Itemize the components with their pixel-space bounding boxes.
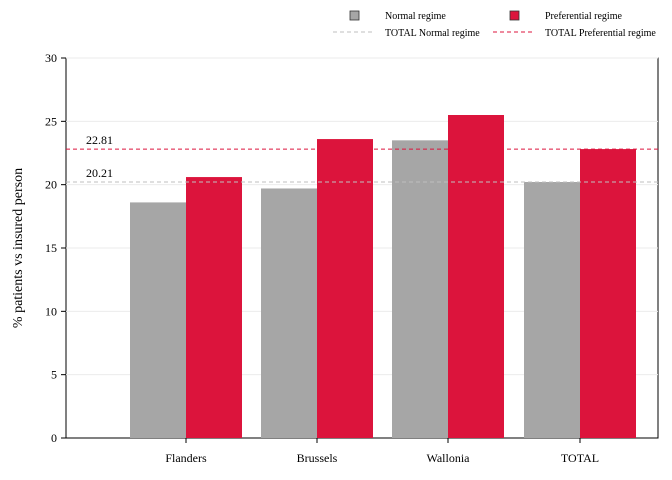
- y-tick-label: 0: [51, 431, 57, 445]
- bar-preferential-total: [580, 149, 636, 438]
- x-tick-label: TOTAL: [561, 451, 599, 465]
- x-tick-label: Wallonia: [426, 451, 470, 465]
- y-tick-label: 5: [51, 368, 57, 382]
- reference-line-label: 20.21: [86, 166, 113, 180]
- x-tick-label: Brussels: [297, 451, 338, 465]
- x-tick-label: Flanders: [165, 451, 207, 465]
- y-tick-label: 25: [45, 114, 57, 128]
- legend-swatch-normal: [349, 10, 360, 21]
- bar-preferential-brussels: [317, 139, 373, 439]
- legend-swatch-preferential: [509, 10, 520, 21]
- legend-line-label-preferential: TOTAL Preferential regime: [545, 28, 656, 39]
- bar-normal-flanders: [130, 202, 186, 438]
- legend-line-label-normal: TOTAL Normal regime: [385, 28, 480, 39]
- y-tick-label: 20: [45, 178, 57, 192]
- y-tick-label: 15: [45, 241, 57, 255]
- reference-line-label: 22.81: [86, 133, 113, 147]
- bar-preferential-wallonia: [448, 115, 504, 438]
- bar-normal-total: [524, 182, 580, 438]
- x-axis: Flanders Brussels Wallonia TOTAL: [165, 438, 599, 465]
- legend-label-normal: Normal regime: [385, 11, 446, 22]
- y-tick-label: 10: [45, 304, 57, 318]
- bar-preferential-flanders: [186, 177, 242, 439]
- bar-normal-brussels: [261, 188, 317, 438]
- bar-normal-wallonia: [392, 140, 448, 439]
- reference-lines: 20.21 22.81: [66, 133, 658, 183]
- bars: [130, 115, 636, 439]
- y-axis-title: % patients vs insured person: [11, 168, 26, 328]
- legend-label-preferential: Preferential regime: [545, 11, 622, 22]
- y-tick-label: 30: [45, 51, 57, 65]
- y-axis: 0 5 10 15 20 25 30: [45, 51, 66, 445]
- legend: Normal regime Preferential regime TOTAL No…: [333, 10, 656, 39]
